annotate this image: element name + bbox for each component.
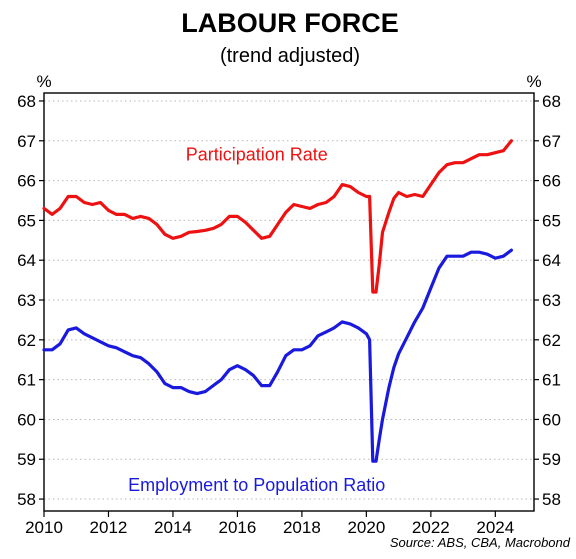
x-tick-label: 2014 — [154, 518, 192, 537]
y-tick-label-right: 61 — [542, 371, 561, 390]
y-tick-label-left: 68 — [17, 92, 36, 111]
series-label-employment-population-ratio: Employment to Population Ratio — [128, 475, 385, 495]
y-tick-label-left: 66 — [17, 172, 36, 191]
x-tick-label: 2012 — [90, 518, 128, 537]
x-tick-label: 2020 — [347, 518, 385, 537]
y-tick-label-right: 65 — [542, 211, 561, 230]
y-tick-label-right: 67 — [542, 132, 561, 151]
y-axis-ticks: 58 58 59 59 60 60 61 61 62 62 63 63 64 64 65 65 66 66 67 67… — [17, 92, 561, 509]
y-tick-label-right: 60 — [542, 410, 561, 429]
series-line-employment-population-ratio — [42, 248, 513, 463]
x-axis-ticks: 2010 2012 2014 2016 2018 2020 2022 2024 — [25, 511, 514, 537]
gridlines — [44, 100, 534, 500]
right-axis-unit: % — [526, 72, 541, 91]
y-tick-label-right: 66 — [542, 172, 561, 191]
series-labels: Participation Rate Employment to Populati… — [128, 145, 385, 495]
y-tick-label-left: 60 — [17, 410, 36, 429]
series-lines — [42, 139, 513, 463]
chart-title: LABOUR FORCE — [181, 8, 399, 38]
y-tick-label-right: 58 — [542, 490, 561, 509]
plot-frame — [43, 92, 535, 512]
x-tick-label: 2016 — [219, 518, 257, 537]
y-tick-label-left: 59 — [17, 450, 36, 469]
x-tick-label: 2010 — [25, 518, 63, 537]
y-tick-label-right: 62 — [542, 331, 561, 350]
y-tick-label-left: 65 — [17, 211, 36, 230]
x-tick-label: 2024 — [476, 518, 514, 537]
y-tick-label-left: 67 — [17, 132, 36, 151]
y-tick-label-left: 58 — [17, 490, 36, 509]
x-tick-label: 2018 — [283, 518, 321, 537]
source-note: Source: ABS, CBA, Macrobond — [390, 535, 571, 550]
y-tick-label-left: 61 — [17, 371, 36, 390]
chart-subtitle: (trend adjusted) — [220, 45, 360, 67]
left-axis-unit: % — [36, 72, 51, 91]
x-tick-label: 2022 — [412, 518, 450, 537]
y-tick-label-left: 62 — [17, 331, 36, 350]
y-tick-label-right: 59 — [542, 450, 561, 469]
y-tick-label-right: 64 — [542, 251, 561, 270]
y-tick-label-left: 64 — [17, 251, 36, 270]
y-tick-label-left: 63 — [17, 291, 36, 310]
y-tick-label-right: 68 — [542, 92, 561, 111]
series-label-participation-rate: Participation Rate — [186, 145, 328, 165]
y-tick-label-right: 63 — [542, 291, 561, 310]
series-line-participation-rate — [42, 139, 513, 294]
